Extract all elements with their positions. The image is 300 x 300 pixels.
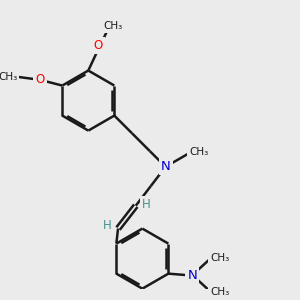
Text: CH₃: CH₃ [104, 21, 123, 31]
Text: O: O [35, 73, 45, 86]
Text: H: H [103, 219, 112, 232]
Text: CH₃: CH₃ [189, 148, 208, 158]
Text: N: N [161, 160, 170, 173]
Text: H: H [142, 198, 151, 211]
Text: CH₃: CH₃ [0, 72, 17, 82]
Text: CH₃: CH₃ [210, 253, 229, 263]
Text: CH₃: CH₃ [210, 287, 229, 297]
Text: N: N [188, 268, 197, 282]
Text: O: O [94, 39, 103, 52]
